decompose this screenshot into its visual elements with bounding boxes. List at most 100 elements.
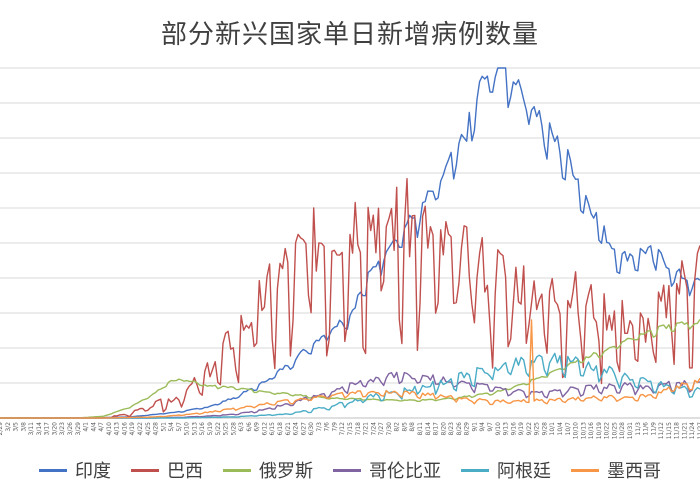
x-tick-label: 5/4 [168, 422, 175, 432]
x-tick-label: 11/12 [658, 422, 665, 439]
x-tick-label: 11/6 [643, 422, 650, 436]
x-tick-label: 5/1 [160, 422, 167, 432]
x-tick-label: 10/31 [627, 422, 634, 439]
legend-label: 阿根廷 [497, 461, 551, 482]
x-tick-label: 4/19 [129, 422, 136, 436]
legend-swatch [39, 468, 67, 472]
x-tick-label: 6/15 [269, 422, 276, 436]
x-tick-label: 3/14 [36, 422, 43, 436]
x-tick-label: 7/15 [347, 422, 354, 436]
x-tick-label: 5/13 [191, 422, 198, 436]
x-tick-label: 8/23 [448, 422, 455, 436]
x-tick-label: 6/30 [308, 422, 315, 436]
x-tick-label: 7/21 [363, 422, 370, 436]
x-tick-label: 9/13 [503, 422, 510, 436]
legend-item: 俄罗斯 [223, 457, 313, 483]
x-tick-label: 11/9 [650, 422, 657, 436]
chart-legend: 印度 巴西 俄罗斯 哥伦比亚 阿根廷 墨西哥 [0, 455, 700, 485]
x-tick-label: 3/17 [44, 422, 51, 436]
x-tick-label: 5/28 [230, 422, 237, 436]
x-tick-label: 11/27 [697, 422, 700, 439]
series-line-哥伦比亚 [0, 371, 700, 419]
x-tick-label: 4/1 [83, 422, 90, 432]
x-tick-label: 9/10 [495, 422, 502, 436]
x-tick-label: 3/2 [5, 422, 12, 432]
x-tick-label: 5/16 [199, 422, 206, 436]
x-tick-label: 7/30 [386, 422, 393, 436]
x-tick-label: 7/18 [355, 422, 362, 436]
x-tick-label: 5/19 [207, 422, 214, 436]
x-tick-label: 6/3 [238, 422, 245, 432]
x-tick-label: 8/20 [440, 422, 447, 436]
x-tick-label: 7/3 [316, 422, 323, 432]
x-tick-label: 11/21 [681, 422, 688, 439]
x-tick-label: 8/8 [409, 422, 416, 432]
legend-item: 印度 [39, 457, 111, 483]
x-tick-label: 7/24 [370, 422, 377, 436]
x-tick-label: 8/11 [417, 422, 424, 436]
x-tick-label: 10/1 [549, 422, 556, 436]
legend-swatch [131, 468, 159, 472]
legend-label: 俄罗斯 [259, 461, 313, 482]
x-tick-label: 6/12 [261, 422, 268, 436]
series-line-俄罗斯 [0, 319, 700, 419]
legend-label: 墨西哥 [607, 461, 661, 482]
x-tick-label: 7/9 [331, 422, 338, 432]
x-tick-label: 10/25 [611, 422, 618, 439]
x-tick-label: 6/24 [293, 422, 300, 436]
legend-swatch [571, 468, 599, 472]
x-tick-label: 10/16 [588, 422, 595, 439]
x-tick-label: 6/6 [246, 422, 253, 432]
x-tick-label: 7/27 [378, 422, 385, 436]
x-tick-label: 4/22 [137, 422, 144, 436]
x-tick-label: 11/18 [674, 422, 681, 439]
legend-item: 阿根廷 [461, 457, 551, 483]
x-tick-label: 11/3 [635, 422, 642, 436]
x-tick-label: 10/19 [596, 422, 603, 439]
x-tick-label: 4/13 [114, 422, 121, 436]
x-tick-label: 2/29 [0, 422, 4, 436]
x-tick-label: 5/25 [223, 422, 230, 436]
x-tick-label: 10/22 [604, 422, 611, 439]
legend-swatch [223, 468, 251, 472]
x-tick-label: 3/29 [75, 422, 82, 436]
x-tick-label: 10/10 [573, 422, 580, 439]
x-tick-label: 4/7 [98, 422, 105, 432]
x-tick-label: 8/14 [425, 422, 432, 436]
x-tick-label: 8/26 [456, 422, 463, 436]
x-tick-label: 5/7 [176, 422, 183, 432]
x-tick-label: 9/28 [541, 422, 548, 436]
x-tick-label: 3/26 [67, 422, 74, 436]
x-tick-label: 8/2 [394, 422, 401, 432]
legend-label: 巴西 [167, 461, 203, 482]
x-tick-label: 3/8 [20, 422, 27, 432]
x-tick-label: 6/18 [277, 422, 284, 436]
chart-title: 部分新兴国家单日新增病例数量 [160, 20, 539, 50]
legend-item: 墨西哥 [571, 457, 661, 483]
x-tick-label: 4/25 [145, 422, 152, 436]
x-tick-label: 9/4 [479, 422, 486, 432]
x-tick-label: 6/27 [300, 422, 307, 436]
x-tick-label: 4/16 [121, 422, 128, 436]
x-tick-label: 5/22 [215, 422, 222, 436]
legend-label: 印度 [75, 461, 111, 482]
series-line-墨西哥 [0, 319, 700, 419]
legend-item: 巴西 [131, 457, 203, 483]
x-tick-label: 10/7 [565, 422, 572, 436]
x-tick-label: 5/10 [184, 422, 191, 436]
x-tick-label: 10/4 [557, 422, 564, 436]
x-tick-label: 11/24 [689, 422, 696, 439]
series-line-巴西 [0, 177, 700, 419]
x-tick-label: 7/6 [324, 422, 331, 432]
x-tick-label: 9/7 [487, 422, 494, 432]
legend-label: 哥伦比亚 [369, 461, 441, 482]
x-tick-label: 10/13 [580, 422, 587, 439]
x-tick-label: 3/5 [13, 422, 20, 432]
x-tick-label: 6/9 [254, 422, 261, 432]
x-tick-label: 3/20 [51, 422, 58, 436]
x-tick-label: 9/1 [471, 422, 478, 432]
x-tick-label: 10/28 [619, 422, 626, 439]
x-tick-label: 8/29 [464, 422, 471, 436]
